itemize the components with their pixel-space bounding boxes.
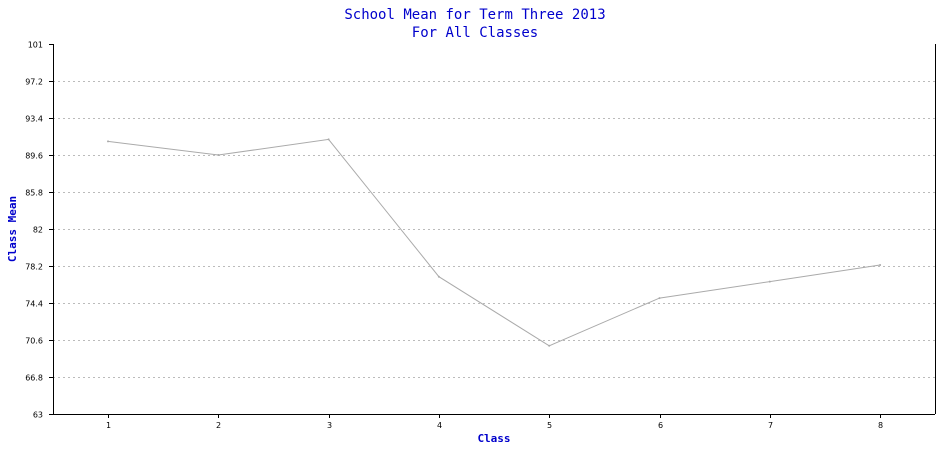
y-tick-label: 97.2 [25, 78, 43, 87]
data-point [658, 297, 661, 300]
y-tick-label: 66.8 [25, 374, 43, 383]
x-tick-label: 2 [216, 421, 221, 430]
y-tick-label: 70.6 [25, 337, 43, 346]
series-line [107, 138, 881, 347]
chart-subtitle: For All Classes [412, 25, 538, 41]
x-axis-ticks: 1 2 3 4 5 6 7 8 [106, 414, 883, 430]
x-tick-label: 6 [658, 421, 663, 430]
y-tick-label: 85.8 [25, 189, 43, 198]
y-tick-label: 78.2 [25, 263, 43, 272]
data-point [217, 154, 220, 156]
x-tick-label: 1 [106, 421, 111, 430]
x-axis-title: Class [477, 432, 510, 445]
data-point [768, 280, 771, 283]
y-tick-label: 82 [33, 226, 43, 235]
x-tick-label: 8 [878, 421, 883, 430]
y-axis-ticks: 101 97.2 93.4 89.6 85.8 82 78.2 74.4 70.6 66.8 63 [25, 41, 53, 420]
series-layer [107, 138, 882, 347]
x-tick-label: 7 [768, 421, 773, 430]
x-tick-label: 5 [547, 421, 552, 430]
y-tick-label: 93.4 [25, 115, 43, 124]
y-tick-label: 74.4 [25, 300, 43, 309]
x-tick-label: 3 [327, 421, 332, 430]
y-tick-label: 63 [33, 411, 43, 420]
data-point [548, 344, 551, 347]
axes [53, 44, 936, 415]
y-axis-title: Class Mean [6, 196, 19, 262]
data-point [879, 264, 882, 266]
chart-title: School Mean for Term Three 2013 [344, 7, 605, 23]
data-point [327, 138, 330, 141]
data-point [437, 275, 440, 278]
gridlines [53, 81, 935, 378]
data-point [107, 140, 109, 143]
y-tick-label: 101 [28, 41, 43, 50]
x-tick-label: 4 [437, 421, 442, 430]
y-tick-label: 89.6 [25, 152, 43, 161]
